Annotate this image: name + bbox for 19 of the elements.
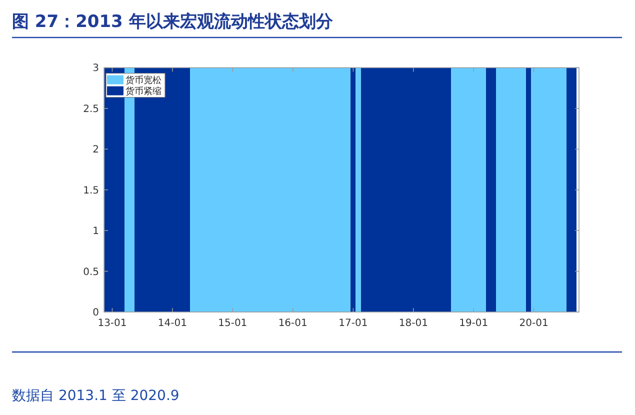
x-tick-label: 18-01 <box>398 318 428 329</box>
x-tick-label: 13-01 <box>98 318 127 329</box>
x-tick-label: 20-01 <box>519 318 548 329</box>
y-tick-label: 0 <box>92 308 99 318</box>
title: 图 27：2013 年以来宏观流动性状态划分 <box>12 12 333 32</box>
legend-label: 货币宽松 <box>126 74 162 85</box>
y-tick-label: 3 <box>92 63 99 74</box>
x-tick-label: 17-01 <box>338 318 368 329</box>
x-tick-label: 16-01 <box>278 318 308 329</box>
y-tick-label: 2.5 <box>83 104 99 115</box>
x-tick-label: 14-01 <box>158 318 187 329</box>
y-tick-label: 0.5 <box>83 266 99 278</box>
y-tick-label: 1 <box>92 226 99 238</box>
y-tick-label: 2 <box>92 144 99 156</box>
x-tick-label: 19-01 <box>459 318 488 329</box>
annotation: 数据自 2013.1 至 2020.9 <box>12 388 180 404</box>
legend-label: 货币紧缩 <box>126 86 162 96</box>
y-tick-label: 1.5 <box>83 185 99 196</box>
x-tick-label: 15-01 <box>218 318 248 329</box>
